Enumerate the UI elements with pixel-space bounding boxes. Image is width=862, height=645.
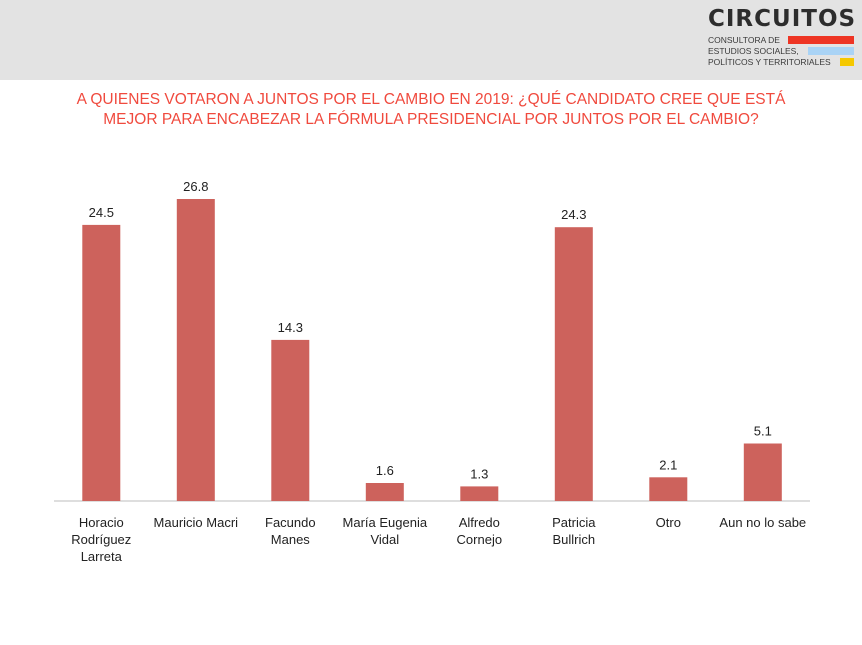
x-tick-label: Aun no lo sabe <box>719 515 806 530</box>
x-tick-label: María Eugenia <box>343 515 428 530</box>
x-tick-label: Alfredo <box>459 515 500 530</box>
logo-line-2: ESTUDIOS SOCIALES, <box>708 46 799 56</box>
logo-line-1: CONSULTORA DE <box>708 35 780 45</box>
x-tick-label: Mauricio Macri <box>154 515 239 530</box>
bar <box>176 199 215 501</box>
bar <box>743 443 782 501</box>
data-label: 1.3 <box>470 466 488 481</box>
data-label: 14.3 <box>278 320 303 335</box>
x-tick-label: Bullrich <box>552 532 595 547</box>
x-tick-label: Patricia <box>552 515 596 530</box>
x-tick-label: Cornejo <box>457 532 503 547</box>
x-tick-label: Manes <box>271 532 311 547</box>
logo-blue-bar <box>808 47 854 55</box>
x-tick-label: Horacio <box>79 515 124 530</box>
logo-yellow-bar <box>840 58 854 66</box>
data-label: 1.6 <box>376 463 394 478</box>
bar <box>460 486 499 501</box>
x-tick-label: Larreta <box>81 549 123 564</box>
chart-title: A QUIENES VOTARON A JUNTOS POR EL CAMBIO… <box>0 90 862 130</box>
data-label: 24.5 <box>89 205 114 220</box>
bar <box>649 477 688 501</box>
x-tick-label: Rodríguez <box>71 532 131 547</box>
chart-title-line-1: A QUIENES VOTARON A JUNTOS POR EL CAMBIO… <box>76 91 786 108</box>
data-label: 24.3 <box>561 207 586 222</box>
data-label: 5.1 <box>754 424 772 439</box>
logo-line-3: POLÍTICOS Y TERRITORIALES <box>708 57 831 67</box>
bar <box>365 483 404 501</box>
chart-title-line-2: MEJOR PARA ENCABEZAR LA FÓRMULA PRESIDEN… <box>103 111 759 128</box>
header-band <box>0 0 862 80</box>
logo-name: CIRCUITOS <box>708 6 857 32</box>
logo-red-bar <box>788 36 854 44</box>
data-label: 2.1 <box>659 457 677 472</box>
data-label: 26.8 <box>183 179 208 194</box>
x-tick-label: Facundo <box>265 515 316 530</box>
x-tick-label: Vidal <box>370 532 399 547</box>
x-tick-label: Otro <box>656 515 681 530</box>
bar <box>271 339 310 501</box>
bar <box>554 227 593 501</box>
bar <box>82 224 121 501</box>
circuitos-logo: CIRCUITOS CONSULTORA DE ESTUDIOS SOCIALE… <box>706 6 856 76</box>
